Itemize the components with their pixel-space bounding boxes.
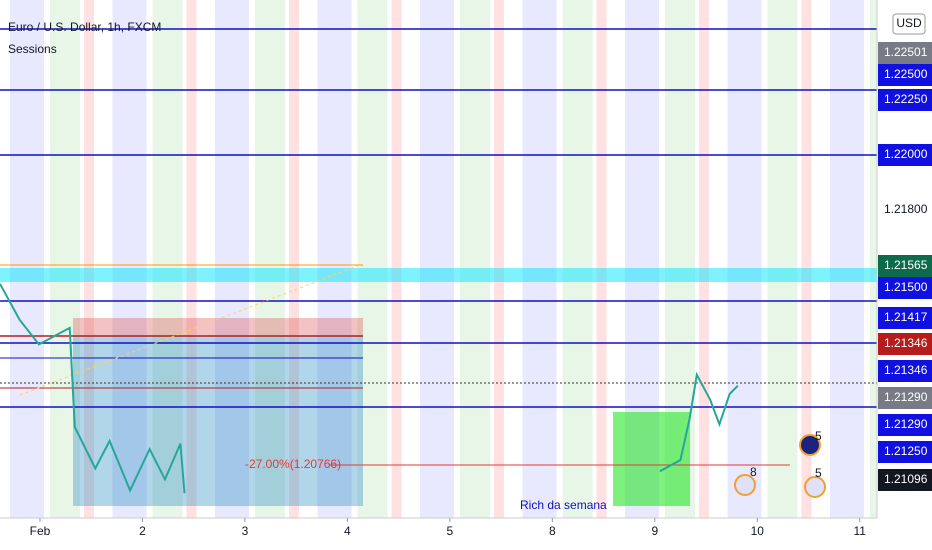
price-label-box [878, 307, 932, 329]
event-count: 5 [815, 429, 822, 443]
session-asia [420, 0, 454, 518]
price-label-box [878, 89, 932, 111]
stop-zone [73, 318, 363, 336]
drawings [0, 28, 877, 506]
price-label-box [878, 255, 932, 277]
symbol-title: Euro / U.S. Dollar, 1h, FXCM [8, 20, 161, 34]
price-label: 1.21500 [884, 280, 928, 294]
event-icon [799, 434, 821, 456]
price-label: 1.21565 [884, 258, 928, 272]
price-label-box [878, 469, 932, 491]
price-label-box [878, 441, 932, 463]
price-label: 1.21250 [884, 444, 928, 458]
x-tick-label: 2 [139, 524, 146, 538]
price-label: 1.21290 [884, 417, 928, 431]
price-label: 1.21346 [884, 336, 928, 350]
session-ny [699, 0, 709, 518]
x-tick-label: 3 [242, 524, 249, 538]
session-ny [596, 0, 607, 518]
session-london [460, 0, 490, 518]
price-label-box [878, 360, 932, 382]
session-ny [801, 0, 812, 518]
session-ny [494, 0, 504, 518]
price-line [0, 283, 739, 494]
session-london [152, 0, 183, 518]
session-asia [830, 0, 864, 518]
session-asia [317, 0, 352, 518]
session-bands [10, 0, 914, 518]
event-count: 5 [815, 466, 822, 480]
session-ny [391, 0, 402, 518]
axes: Feb 2 3 4 5 8 9 10 11 1.22501 1.22500 1.22250 1.2200… [30, 42, 932, 538]
price-label-box [878, 333, 932, 355]
currency-box[interactable] [892, 13, 926, 35]
session-asia [10, 0, 44, 518]
price-label: 1.21417 [884, 310, 928, 324]
price-label-box [878, 42, 932, 64]
highlight-box [613, 412, 690, 506]
price-label-box [878, 144, 932, 166]
annotation: Rich da semana [520, 498, 607, 512]
x-tick-label: 11 [854, 524, 867, 538]
currency[interactable]: USD [896, 16, 922, 30]
price-label-box [878, 387, 932, 409]
event-icon [804, 476, 826, 498]
price-label: 1.22000 [884, 147, 928, 161]
price-label-box [878, 199, 932, 221]
price-label: 1.22500 [884, 67, 928, 81]
x-tick-label: 4 [344, 524, 351, 538]
price-label-box [878, 414, 932, 436]
x-tick-label: 10 [751, 524, 765, 538]
session-ny [289, 0, 299, 518]
session-london [255, 0, 285, 518]
x-tick-label: Feb [30, 524, 51, 538]
trend-line [19, 264, 361, 396]
header: Euro / U.S. Dollar, 1h, FXCM Sessions [8, 20, 161, 56]
session-london [357, 0, 388, 518]
session-london [767, 0, 798, 518]
session-london [562, 0, 593, 518]
session-asia [522, 0, 557, 518]
price-label: 1.21290 [884, 390, 928, 404]
session-ny [186, 0, 197, 518]
indicator-name: Sessions [8, 42, 57, 56]
x-tick-label: 9 [651, 524, 658, 538]
session-ny [84, 0, 94, 518]
price-label: 1.21800 [884, 202, 928, 216]
x-tick-label: 5 [447, 524, 454, 538]
price-label-box [878, 64, 932, 86]
price-label-box [878, 277, 932, 299]
price-label: 1.22501 [884, 45, 928, 59]
zone [0, 268, 877, 282]
session-asia [727, 0, 762, 518]
x-tick-label: 8 [549, 524, 556, 538]
session-london [50, 0, 80, 518]
event-icon [734, 474, 756, 496]
price-label: 1.21096 [884, 472, 928, 486]
session-asia [215, 0, 249, 518]
target-zone [73, 336, 363, 506]
price-label: 1.22250 [884, 92, 928, 106]
price-label: 1.21346 [884, 363, 928, 377]
event-count: 8 [750, 465, 757, 479]
annotation: -27.00%(1.20766) [245, 457, 341, 471]
session-asia [112, 0, 147, 518]
